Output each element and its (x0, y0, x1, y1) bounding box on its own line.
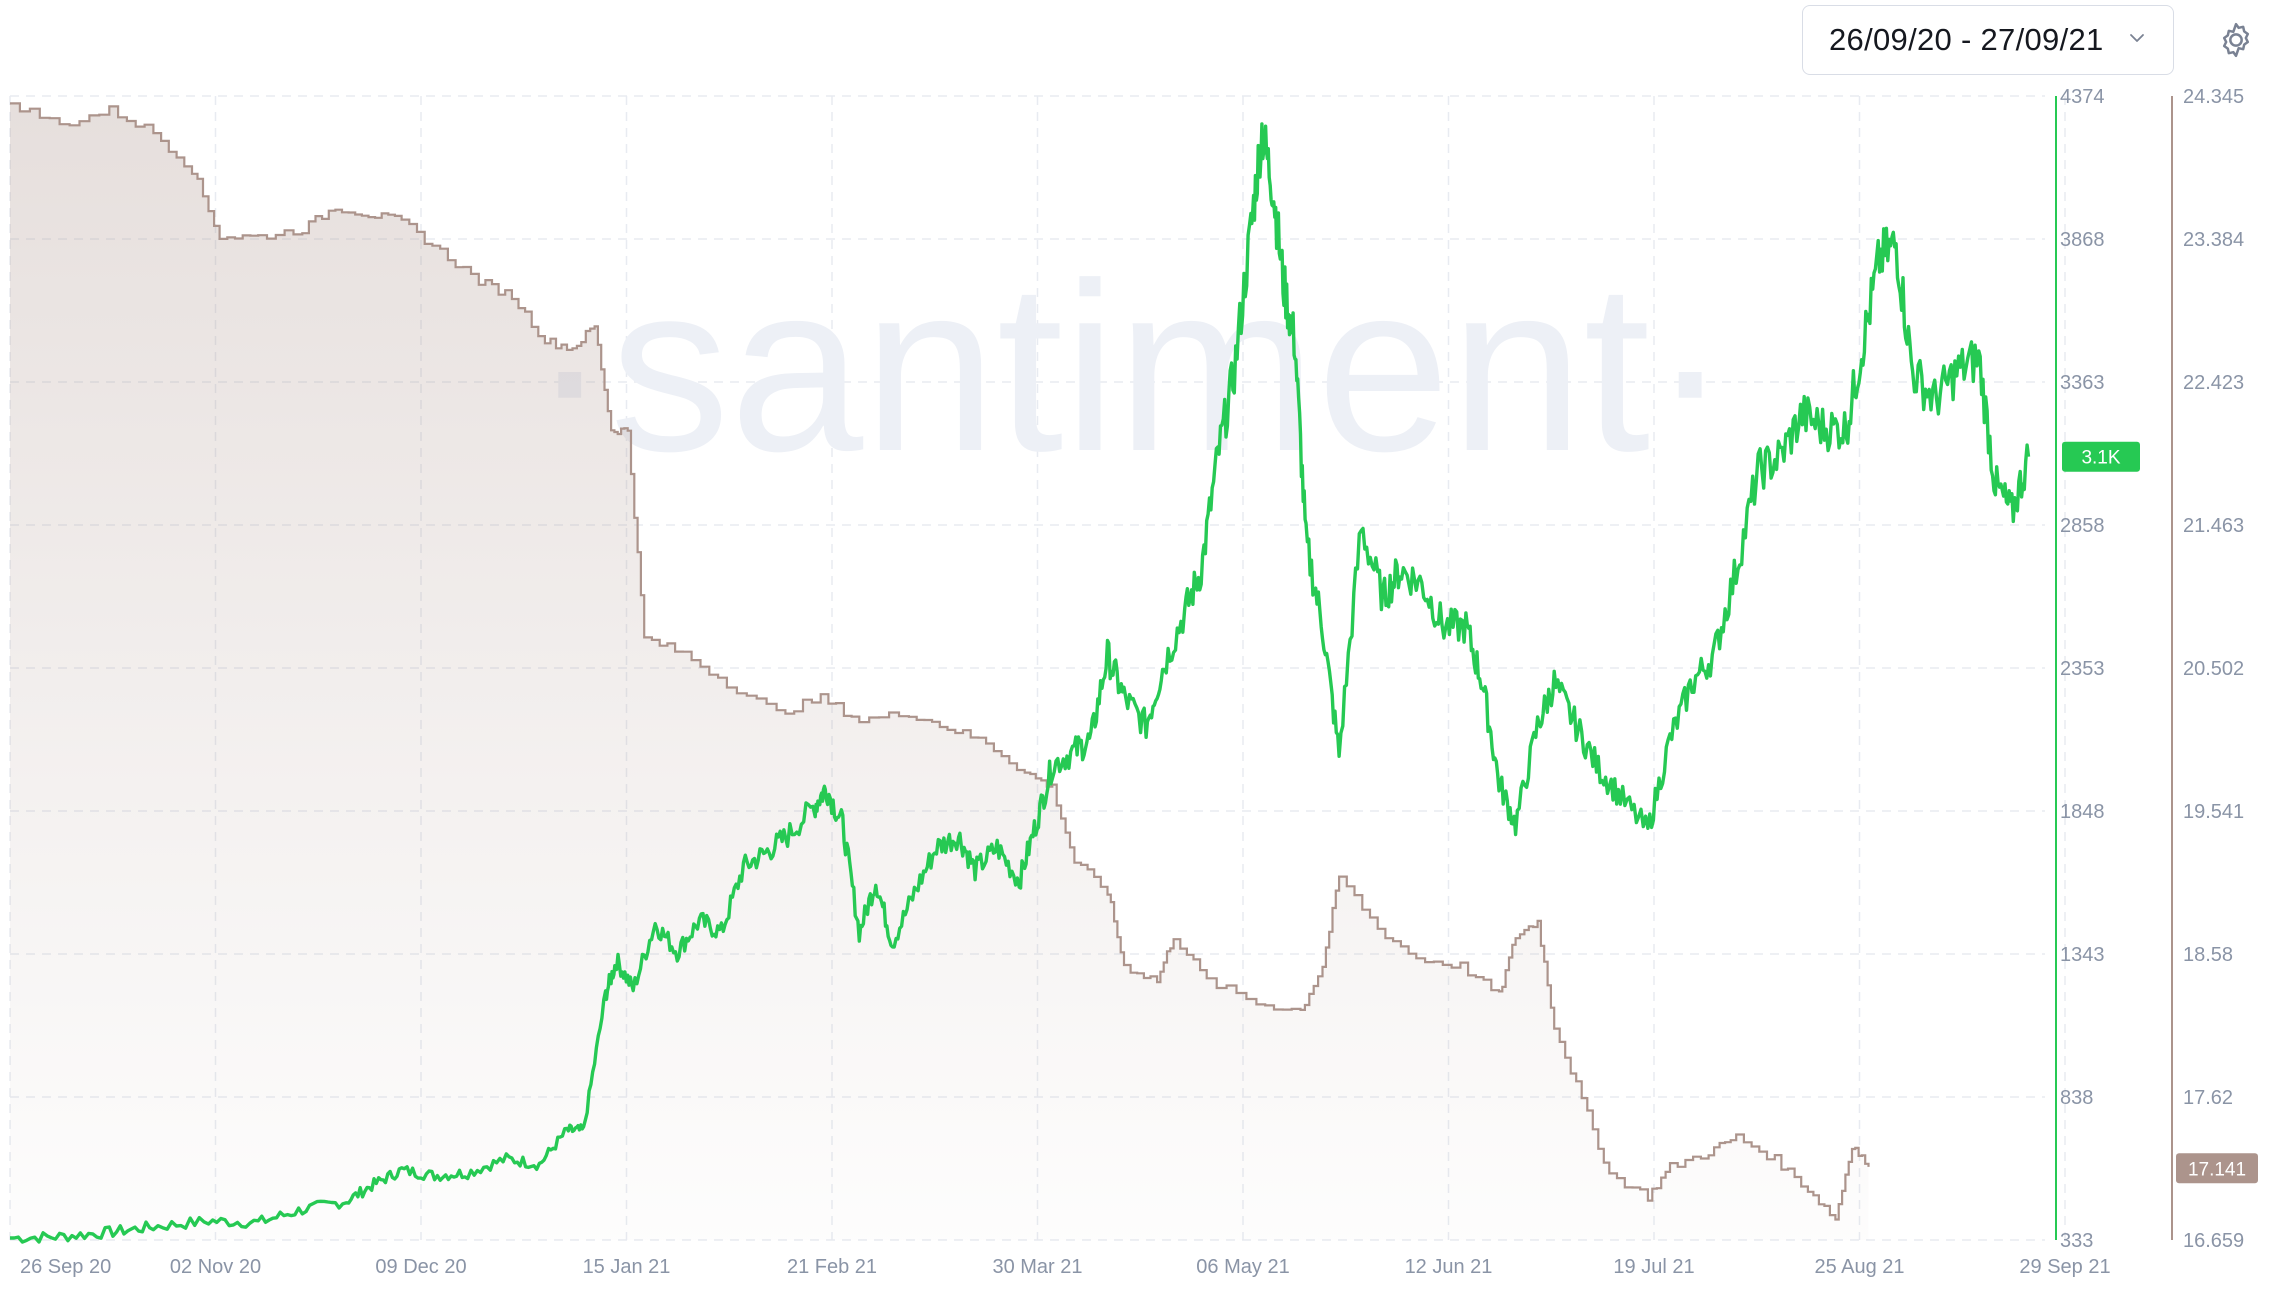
x-axis-tick: 26 Sep 20 (20, 1256, 111, 1278)
gear-icon[interactable] (2216, 20, 2256, 60)
x-axis-tick: 29 Sep 21 (2019, 1256, 2110, 1278)
x-axis-ticks: 26 Sep 20 02 Nov 20 09 Dec 20 15 Jan 21 21 F… (20, 1256, 2111, 1278)
santiment-watermark: ·santiment· (530, 233, 1730, 501)
date-range-label: 26/09/20 - 27/09/21 (1829, 22, 2104, 57)
brown-current-value-badge: 17.141 (2176, 1153, 2258, 1184)
green-axis-tick: 333 (2060, 1230, 2093, 1252)
green-axis-tick: 2353 (2060, 658, 2105, 680)
green-axis-tick: 1343 (2060, 944, 2105, 966)
green-axis-tick: 1848 (2060, 801, 2105, 823)
brown-axis-tick: 23.384 (2183, 229, 2244, 251)
x-axis-tick: 30 Mar 21 (992, 1256, 1082, 1278)
x-axis-tick: 09 Dec 20 (375, 1256, 466, 1278)
x-axis-tick: 21 Feb 21 (787, 1256, 877, 1278)
brown-axis-tick: 21.463 (2183, 515, 2244, 537)
green-axis-tick: 838 (2060, 1087, 2093, 1109)
x-axis-tick: 15 Jan 21 (583, 1256, 671, 1278)
x-axis-tick: 19 Jul 21 (1613, 1256, 1694, 1278)
brown-series-line (10, 102, 1870, 1221)
green-series-line (10, 122, 2031, 1244)
brown-axis-ticks: 24.345 23.384 22.423 21.463 20.502 19.541 18.5… (2183, 86, 2244, 1252)
brown-series-area (10, 103, 1869, 1240)
x-axis-tick: 06 May 21 (1196, 1256, 1289, 1278)
green-current-value: 3.1K (2081, 448, 2120, 469)
brown-axis-tick: 16.659 (2183, 1230, 2244, 1252)
brown-axis-tick: 18.58 (2183, 944, 2233, 966)
green-current-value-badge: 3.1K (2062, 441, 2140, 472)
green-axis-tick: 4374 (2060, 86, 2105, 108)
brown-axis-tick: 20.502 (2183, 658, 2244, 680)
x-axis-tick: 02 Nov 20 (170, 1256, 261, 1278)
x-axis-tick: 25 Aug 21 (1814, 1256, 1904, 1278)
green-axis-tick: 3868 (2060, 229, 2105, 251)
green-axis-tick: 2858 (2060, 515, 2105, 537)
x-axis-tick: 12 Jun 21 (1405, 1256, 1493, 1278)
green-axis-tick: 3363 (2060, 372, 2105, 394)
brown-axis-tick: 17.62 (2183, 1087, 2233, 1109)
chevron-down-icon (2130, 34, 2144, 42)
brown-current-value: 17.141 (2188, 1159, 2246, 1180)
green-axis-ticks: 4374 3868 3363 2858 2353 1848 1343 838 333 (2060, 86, 2105, 1252)
brown-axis-tick: 19.541 (2183, 801, 2244, 823)
brown-axis-tick: 22.423 (2183, 372, 2244, 394)
brown-axis-tick: 24.345 (2183, 86, 2244, 108)
date-range-selector[interactable]: 26/09/20 - 27/09/21 (1802, 5, 2174, 75)
